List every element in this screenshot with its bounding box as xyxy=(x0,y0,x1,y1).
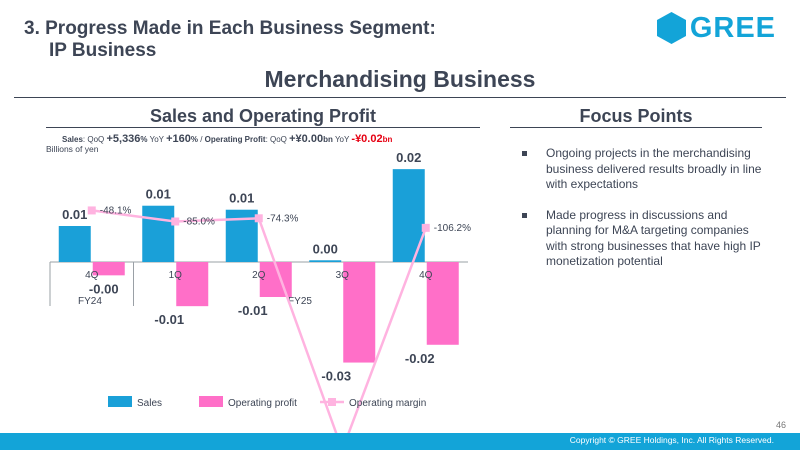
focus-section-divider xyxy=(510,127,762,128)
summary-sales-label: Sales xyxy=(62,135,83,144)
page-number: 46 xyxy=(775,420,786,430)
sales-data-label: 0.00 xyxy=(313,241,338,256)
x-tick-label: 1Q xyxy=(169,270,183,281)
logo-text: GREE xyxy=(689,11,776,44)
footer-bar: Copyright © GREE Holdings, Inc. All Righ… xyxy=(0,433,800,450)
operating-profit-bar xyxy=(92,262,125,276)
operating-profit-bar xyxy=(426,262,459,345)
operating-profit-data-label: -0.01 xyxy=(238,303,268,318)
main-heading: Merchandising Business xyxy=(264,66,536,92)
summary-line: Sales: QoQ +5,336% YoY +160% / Operating… xyxy=(62,133,392,145)
sales-bar xyxy=(309,260,342,262)
operating-profit-data-label: -0.03 xyxy=(321,369,351,384)
sales-section-divider xyxy=(46,127,480,128)
x-tick-label: 4Q xyxy=(419,270,433,281)
summary-op-qoq: +¥0.00 xyxy=(289,133,324,145)
summary-yoy-label: YoY xyxy=(147,135,167,144)
bullet-icon xyxy=(522,212,527,218)
slide-title-line-2: IP Business xyxy=(49,40,157,61)
summary-sales-qoq: +5,336 xyxy=(106,133,141,145)
legend-sales-swatch xyxy=(108,396,132,407)
focus-point-item: Made progress in discussions and plannin… xyxy=(522,208,767,270)
operating-profit-data-label: -0.02 xyxy=(405,351,435,366)
operating-margin-marker xyxy=(87,206,96,215)
x-tick-label: 2Q xyxy=(252,270,266,281)
operating-margin-label: -106.2% xyxy=(434,223,471,234)
summary-yoy-label: YoY xyxy=(332,135,352,144)
legend-operating-profit-swatch xyxy=(199,396,223,407)
summary-sales-yoy: +160 xyxy=(166,133,191,145)
sales-bar xyxy=(392,169,425,262)
sales-section-title: Sales and Operating Profit xyxy=(149,106,377,126)
summary-bn: bn xyxy=(323,135,333,144)
copyright-text: Copyright © GREE Holdings, Inc. All Righ… xyxy=(569,435,774,445)
summary-separator: / xyxy=(198,135,205,144)
sales-bar xyxy=(142,205,175,262)
operating-profit-data-label: -0.00 xyxy=(89,281,119,296)
x-tick-label: 4Q xyxy=(85,270,99,281)
slide-title: 3. Progress Made in Each Business Segmen… xyxy=(24,18,436,62)
summary-op-yoy: -¥0.02 xyxy=(351,133,383,145)
fiscal-year-label: FY25 xyxy=(288,296,312,307)
fiscal-year-label: FY24 xyxy=(78,296,102,307)
operating-margin-label: -74.3% xyxy=(267,213,299,224)
summary-qoq-label: : QoQ xyxy=(265,135,290,144)
operating-profit-bar xyxy=(176,262,209,307)
summary-pct: % xyxy=(140,135,148,144)
operating-margin-line xyxy=(91,209,427,450)
sales-data-label: 0.01 xyxy=(62,207,87,222)
operating-margin-marker xyxy=(254,214,263,223)
focus-point-item: Ongoing projects in the merchandising bu… xyxy=(522,146,767,193)
operating-profit-data-label: -0.01 xyxy=(154,312,184,327)
focus-point-text: Ongoing projects in the merchandising bu… xyxy=(546,146,762,191)
x-tick-label: 3Q xyxy=(336,270,350,281)
sales-bar xyxy=(58,226,91,262)
legend-sales-label: Sales xyxy=(137,398,162,409)
summary-op-label: Operating Profit xyxy=(204,135,266,144)
operating-margin-marker xyxy=(421,223,430,232)
summary-qoq-label: : QoQ xyxy=(82,135,107,144)
focus-point-text: Made progress in discussions and plannin… xyxy=(546,207,761,269)
operating-margin-marker xyxy=(171,217,180,226)
operating-margin-label: -85.0% xyxy=(183,217,215,228)
unit-label: Billions of yen xyxy=(46,144,99,154)
heading-divider xyxy=(14,97,786,98)
summary-pct: % xyxy=(190,135,198,144)
slide-title-line-1: 3. Progress Made in Each Business Segmen… xyxy=(24,18,436,39)
gree-logo: GREE xyxy=(656,11,776,44)
sales-data-label: 0.01 xyxy=(229,191,254,206)
legend-operating-margin-label: Operating margin xyxy=(349,398,426,409)
summary-bn: bn xyxy=(382,135,393,144)
bullet-icon xyxy=(522,151,527,156)
sales-data-label: 0.02 xyxy=(396,150,421,165)
focus-section-title: Focus Points xyxy=(579,106,693,126)
operating-margin-label: -48.1% xyxy=(100,205,132,216)
legend-operating-margin-marker xyxy=(328,398,336,406)
gree-hexagon-icon xyxy=(656,12,686,44)
focus-points-list: Ongoing projects in the merchandising bu… xyxy=(522,146,767,285)
legend-operating-profit-label: Operating profit xyxy=(228,398,297,409)
operating-profit-bar xyxy=(343,262,376,363)
sales-data-label: 0.01 xyxy=(146,187,171,202)
